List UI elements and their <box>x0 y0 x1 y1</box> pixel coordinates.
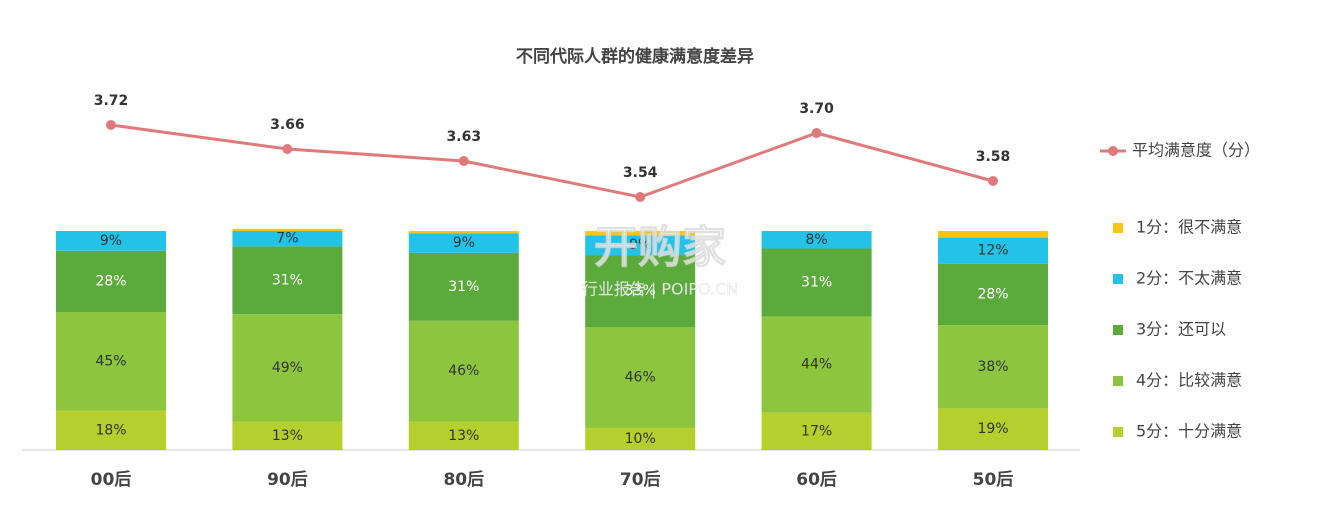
data-label: 3.70 <box>799 101 834 117</box>
data-label: 44% <box>801 357 832 373</box>
data-label: 19% <box>977 421 1008 437</box>
data-label: 9% <box>629 237 651 253</box>
bar-segment <box>232 246 343 315</box>
line <box>110 123 994 199</box>
legend-label: 1分：很不满意 <box>1136 218 1242 237</box>
bar-segment <box>585 231 696 236</box>
bar-segment <box>761 316 872 413</box>
bar-segment <box>56 312 166 411</box>
bar-segment <box>761 248 872 317</box>
bar-segment <box>56 410 166 450</box>
x-tick-label: 50后 <box>973 470 1014 490</box>
legend-swatch <box>1113 223 1123 233</box>
data-label: 17% <box>801 423 832 439</box>
bar-segment <box>761 231 872 249</box>
data-label: 3.72 <box>94 93 129 109</box>
bar-segment <box>408 252 519 321</box>
x-tick-label: 80后 <box>443 470 484 490</box>
x-tick-label: 70后 <box>620 470 661 490</box>
bar-segment <box>232 421 343 450</box>
data-label: 3.58 <box>976 149 1011 165</box>
data-label: 31% <box>272 272 303 288</box>
data-label: 46% <box>625 370 656 386</box>
chart-title: 不同代际人群的健康满意度差异 <box>516 46 754 67</box>
legend-swatch <box>1113 274 1123 284</box>
bar-segment <box>408 231 519 234</box>
data-label: 33% <box>625 283 656 299</box>
data-label: 9% <box>453 235 475 251</box>
data-label: 13% <box>448 428 479 444</box>
data-label: 31% <box>448 279 479 295</box>
bar-segment <box>56 250 166 313</box>
data-label: 45% <box>95 353 126 369</box>
data-label: 8% <box>805 232 827 248</box>
x-tick-label: 60后 <box>796 470 837 490</box>
bar-segment <box>232 231 343 247</box>
legend-label: 5分：十分满意 <box>1136 422 1242 441</box>
bar-segment <box>938 325 1048 409</box>
watermark: 开购家 <box>594 222 726 273</box>
bar-segment <box>938 237 1048 264</box>
data-label: 12% <box>977 243 1008 259</box>
line-point <box>635 192 646 202</box>
legend-swatch <box>1113 427 1123 437</box>
legend-label: 3分：还可以 <box>1136 320 1226 339</box>
bar-segment <box>232 314 343 422</box>
bar-segment <box>232 228 343 231</box>
bar-segment <box>56 231 166 251</box>
data-label: 18% <box>95 422 126 438</box>
line-point <box>988 176 998 186</box>
legend-label: 4分：比较满意 <box>1136 371 1242 390</box>
legend-label: 平均满意度（分） <box>1132 141 1260 160</box>
bar-segment <box>938 231 1048 238</box>
line-point <box>282 144 293 154</box>
data-label: 28% <box>977 287 1008 303</box>
bar-segment <box>938 408 1048 450</box>
x-tick-label: 00后 <box>91 470 132 490</box>
data-label: 10% <box>625 431 656 447</box>
bar-segment <box>408 320 519 422</box>
data-label: 28% <box>95 273 126 289</box>
bar-segment <box>585 428 696 450</box>
data-label: 46% <box>448 363 479 379</box>
bar-segment <box>408 421 519 450</box>
x-tick-label: 90后 <box>267 470 308 490</box>
line-point <box>458 156 469 166</box>
data-label: 13% <box>272 428 303 444</box>
legend-swatch <box>1113 325 1123 335</box>
bar-segment <box>585 255 696 328</box>
bar-segment <box>938 263 1048 326</box>
data-label: 49% <box>272 360 303 376</box>
watermark: 行业报告 | POIPO.CN <box>582 280 738 299</box>
legend-swatch <box>1113 376 1123 386</box>
legend-label: 2分：不太满意 <box>1136 269 1242 288</box>
line-point <box>106 120 116 130</box>
data-label: 3.54 <box>623 165 658 181</box>
bar-segment <box>585 235 696 256</box>
data-label: 9% <box>100 233 122 249</box>
data-label: 3.66 <box>270 117 305 133</box>
data-label: 38% <box>977 359 1008 375</box>
data-label: 31% <box>801 274 832 290</box>
data-label: 7% <box>276 231 298 247</box>
bar-segment <box>761 412 872 450</box>
data-label: 3.63 <box>447 129 482 145</box>
bar-segment <box>408 233 519 253</box>
legend-marker <box>1108 146 1118 156</box>
line-point <box>811 128 822 138</box>
bar-segment <box>585 327 696 429</box>
